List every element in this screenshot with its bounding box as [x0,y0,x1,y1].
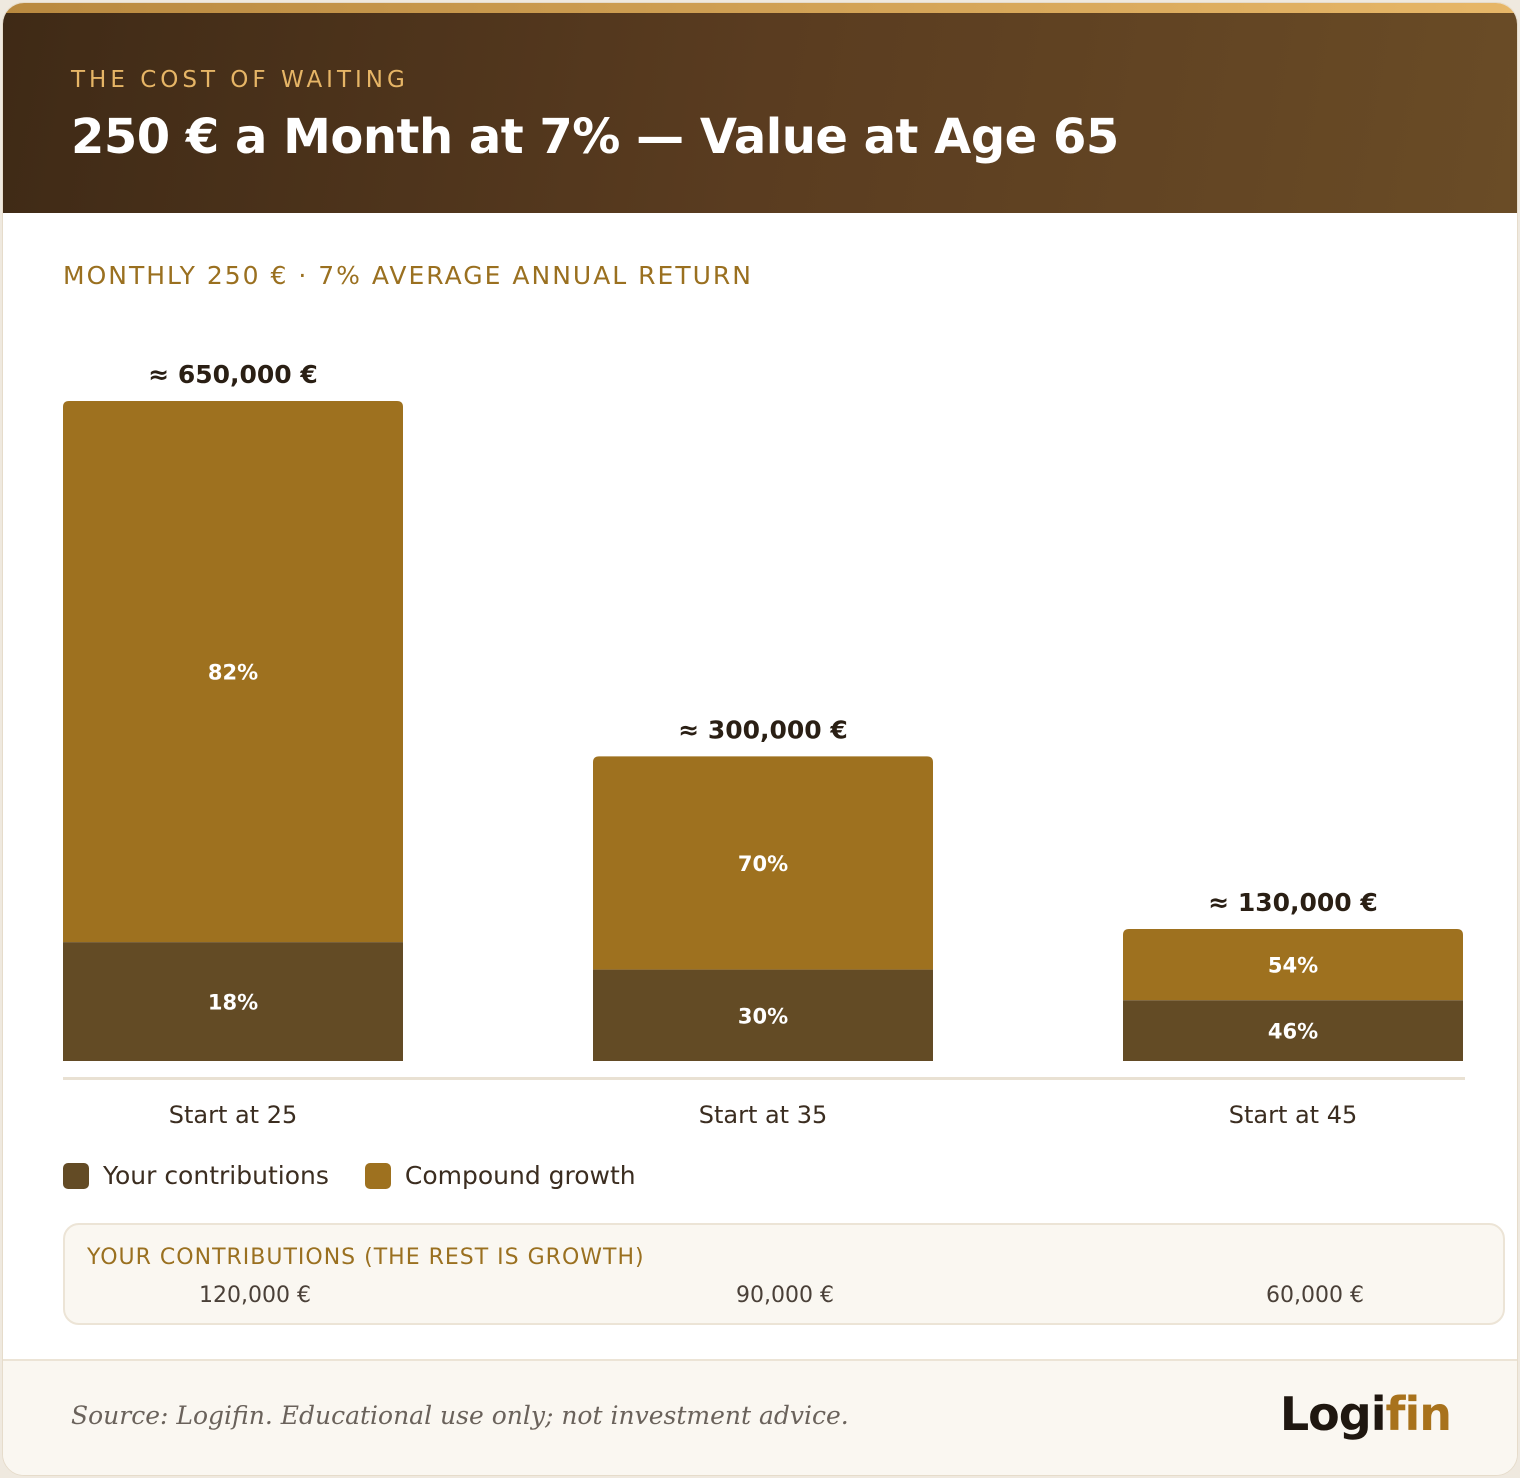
top-accent-line [3,3,1517,13]
contributions-percent-label: 18% [208,991,258,1015]
growth-percent-label: 70% [738,852,788,876]
logo-part-2: fin [1385,1387,1452,1441]
contributions-box: YOUR CONTRIBUTIONS (THE REST IS GROWTH) … [63,1223,1505,1325]
bar-total-label: ≈ 300,000 € [678,715,848,744]
header-banner: THE COST OF WAITING 250 € a Month at 7% … [3,13,1517,213]
x-axis-line [63,1077,1465,1080]
category-label: Start at 45 [1229,1101,1358,1129]
bar-total-label: ≈ 650,000 € [148,360,318,389]
contributions-percent-label: 46% [1268,1020,1318,1044]
contributions-percent-label: 30% [738,1004,788,1028]
bar-total-label: ≈ 130,000 € [1208,888,1378,917]
kicker-text: THE COST OF WAITING [71,67,409,93]
legend-swatch-growth [364,1162,391,1189]
bar-contributions [63,942,403,1061]
logo-part-1: Logi [1279,1387,1387,1441]
contribution-value: 90,000 € [736,1283,834,1308]
category-label: Start at 35 [699,1101,828,1129]
contribution-value: 120,000 € [199,1283,311,1308]
growth-percent-label: 54% [1268,954,1318,978]
growth-percent-label: 82% [208,661,258,685]
legend-label-contributions: Your contributions [103,1161,329,1190]
legend: Your contributions Compound growth [63,1161,672,1190]
contributions-title: YOUR CONTRIBUTIONS (THE REST IS GROWTH) [87,1245,645,1270]
footer: Source: Logifin. Educational use only; n… [3,1359,1517,1475]
bar-contributions [593,969,933,1061]
stacked-bar-chart: 82% 18% ≈ 650,000 € Start at 25 70% 30% ≈ 300,… [63,360,1465,1129]
page-title: 250 € a Month at 7% — Value at Age 65 [71,109,1119,165]
source-note: Source: Logifin. Educational use only; n… [71,1401,849,1430]
legend-item-growth: Compound growth [364,1161,636,1190]
logifin-logo: Logifin [1279,1387,1452,1441]
contribution-value: 60,000 € [1266,1283,1364,1308]
bar-growth [63,401,403,943]
bar-growth [593,756,933,970]
legend-label-growth: Compound growth [404,1161,636,1190]
category-label: Start at 25 [169,1101,298,1129]
bar-growth [1123,929,1463,1001]
bar-contributions [1123,1000,1463,1061]
legend-swatch-contributions [63,1162,89,1189]
legend-item-contributions: Your contributions [63,1161,329,1190]
chart-subtitle: MONTHLY 250 € · 7% AVERAGE ANNUAL RETURN [63,261,753,290]
